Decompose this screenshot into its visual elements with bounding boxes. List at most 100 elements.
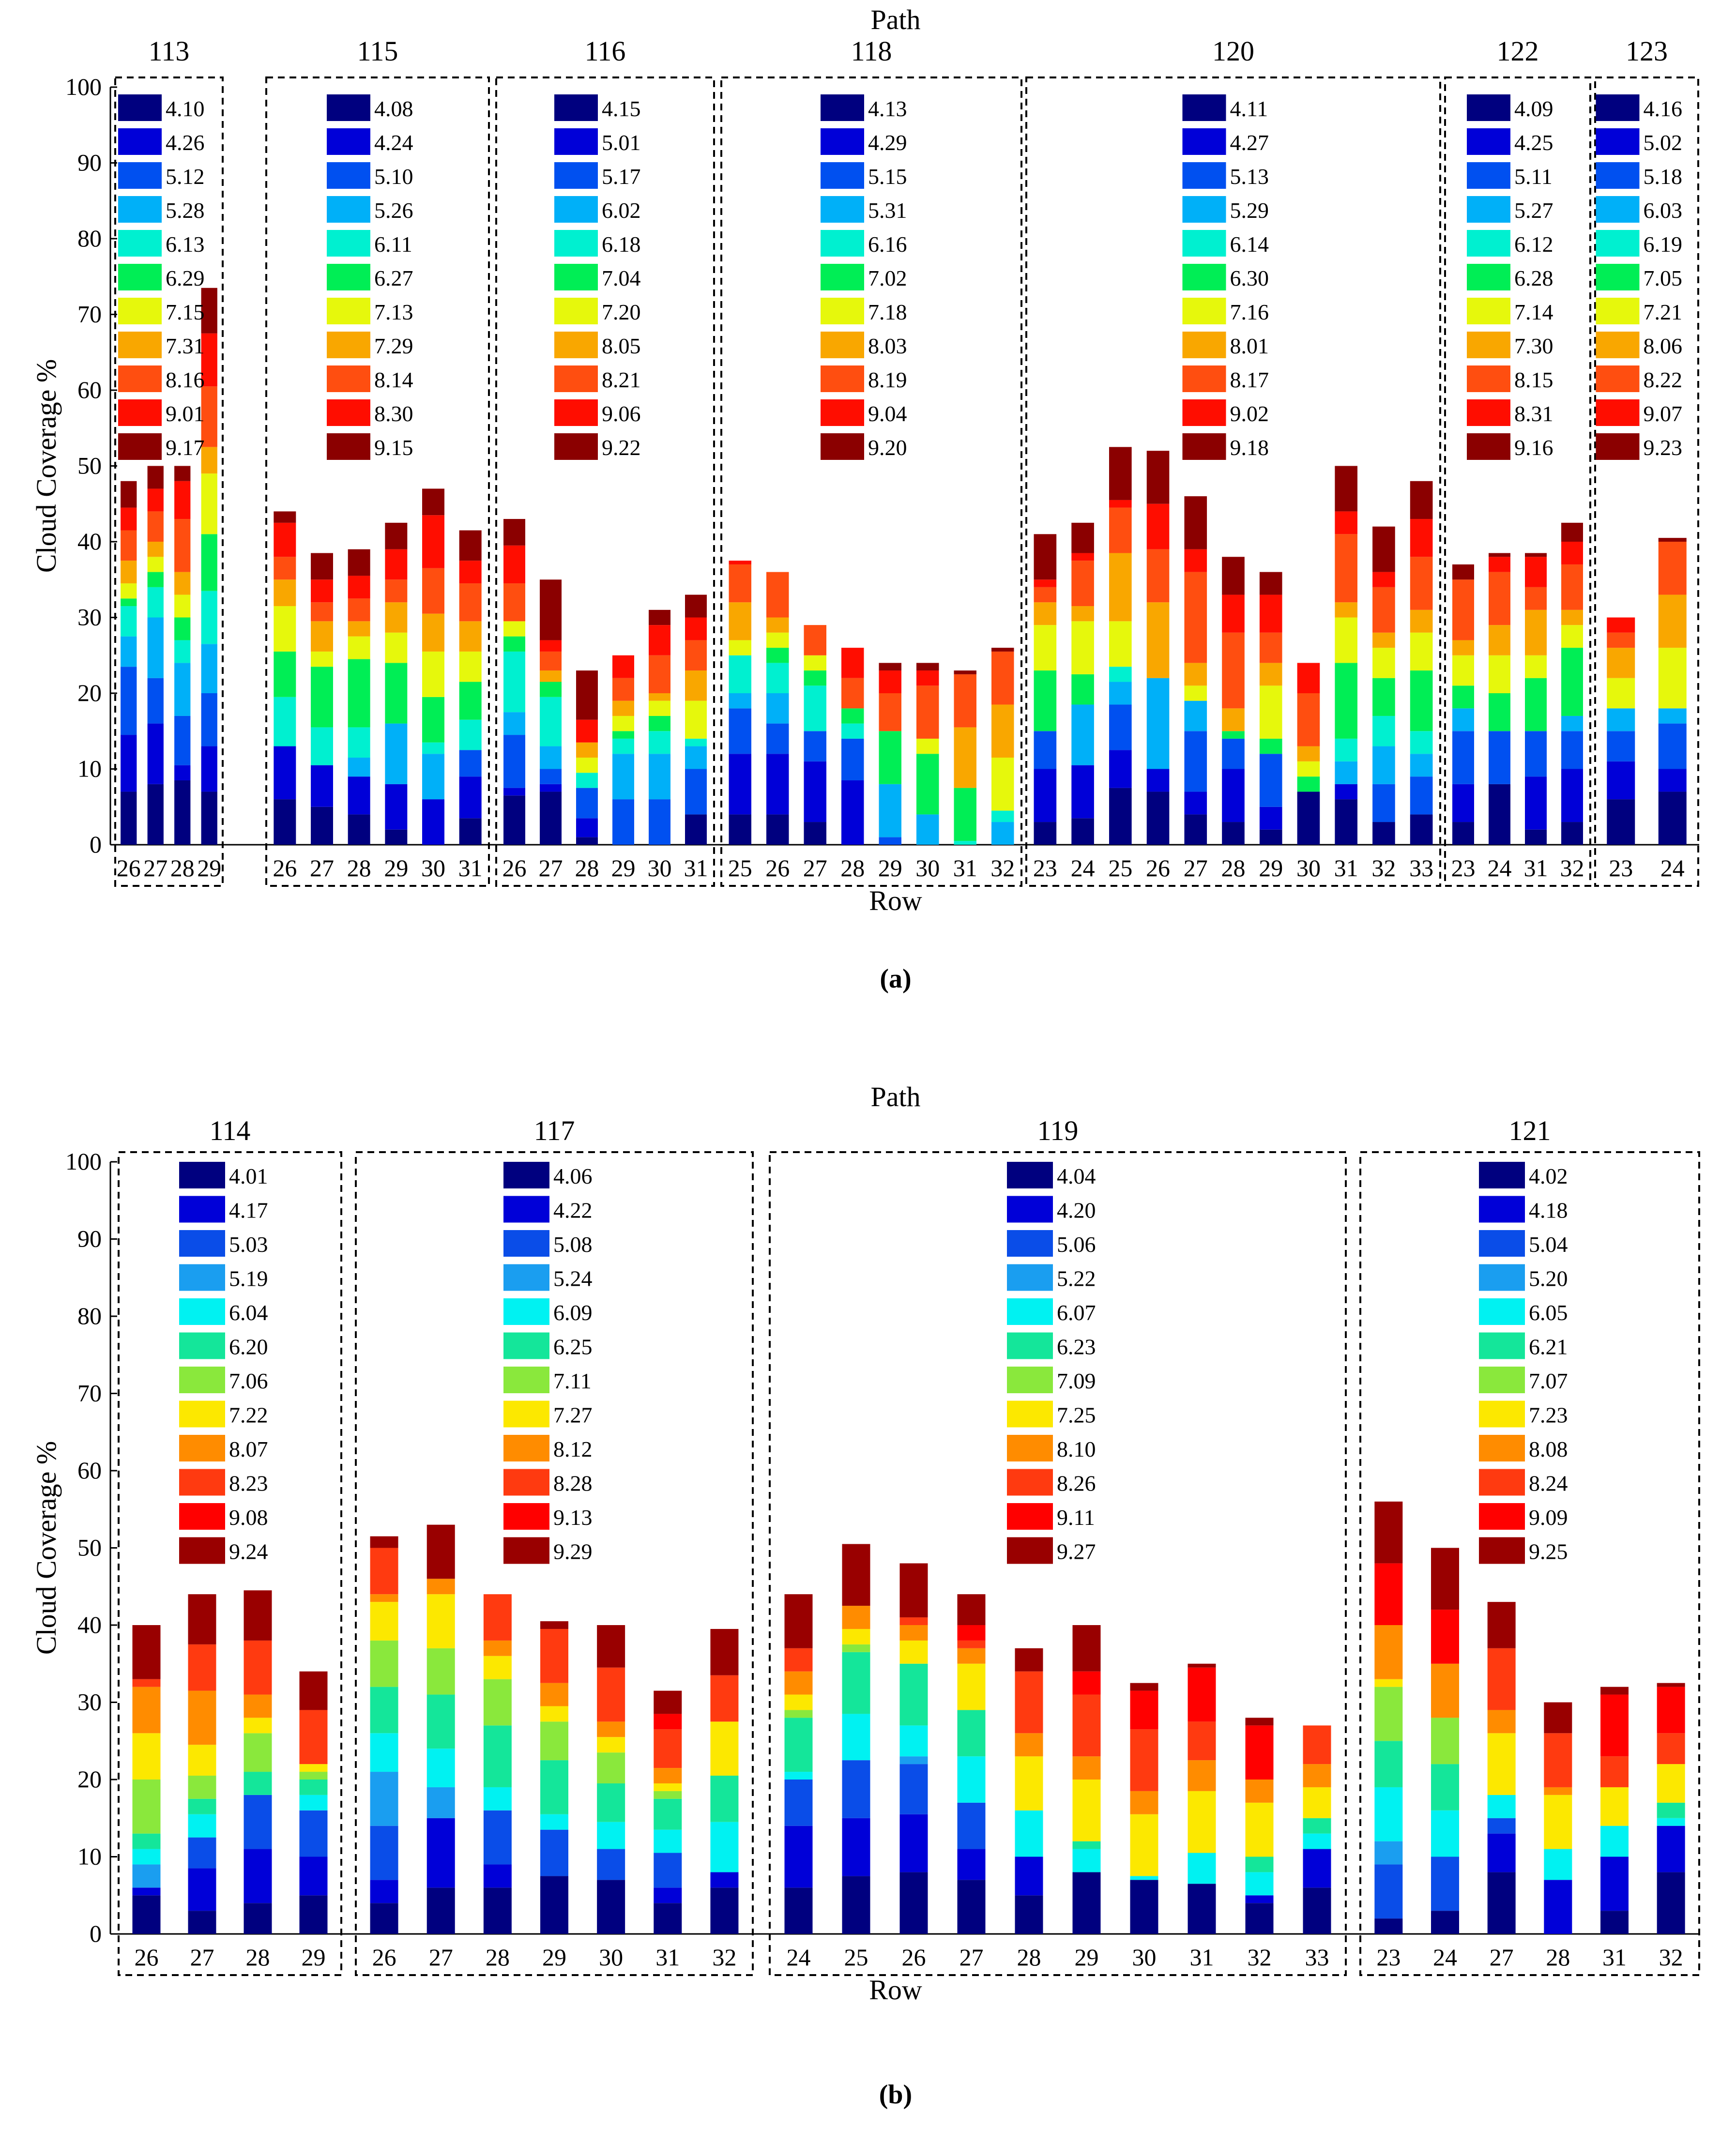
bar-segment <box>132 1625 161 1679</box>
legend-label: 7.25 <box>1057 1403 1096 1428</box>
bar-segment <box>1489 553 1510 557</box>
y-tick-label: 10 <box>77 755 102 782</box>
legend-swatch <box>821 128 864 155</box>
legend-swatch <box>1007 1469 1053 1496</box>
bar-segment <box>370 1826 398 1880</box>
bar-segment <box>1374 1787 1403 1841</box>
bar-segment <box>957 1880 986 1934</box>
bar-segment <box>503 636 525 652</box>
y-tick-label: 60 <box>77 376 102 403</box>
bar-segment <box>1657 1687 1685 1734</box>
legend-swatch <box>503 1503 549 1530</box>
path-group-frame <box>769 1151 1347 1976</box>
bar-segment <box>1130 1880 1158 1934</box>
bar-segment <box>612 799 634 845</box>
bar-segment <box>1071 765 1094 819</box>
bar-segment <box>710 1776 739 1822</box>
bar-segment <box>483 1679 512 1726</box>
y-tick-label: 0 <box>90 1920 102 1947</box>
legend-label: 8.05 <box>602 334 641 358</box>
bar-segment <box>784 1594 813 1648</box>
bar-segment <box>1335 761 1357 784</box>
bar-segment <box>1297 791 1320 845</box>
legend-label: 9.16 <box>1514 435 1553 460</box>
legend-label: 6.25 <box>553 1335 593 1359</box>
legend-swatch <box>118 230 162 257</box>
legend-swatch <box>1596 264 1640 290</box>
bar-segment <box>1297 663 1320 693</box>
legend-swatch <box>327 196 370 223</box>
y-tick-label: 20 <box>77 1765 102 1793</box>
legend-swatch <box>821 196 864 223</box>
legend-swatch <box>503 1230 549 1257</box>
legend-swatch <box>1596 196 1640 223</box>
bar-segment <box>503 651 525 713</box>
y-axis-label: Cloud Coverage % <box>30 1441 62 1655</box>
y-tick-label: 30 <box>77 1689 102 1716</box>
bar-segment <box>370 1548 398 1595</box>
bar-segment <box>1487 1710 1516 1734</box>
bar-segment <box>804 761 826 822</box>
legend-label: 7.22 <box>229 1403 268 1428</box>
bar-segment <box>841 678 864 709</box>
bar-segment <box>1109 507 1132 553</box>
bar-segment <box>503 795 525 845</box>
legend-swatch <box>821 433 864 460</box>
bar-segment <box>766 632 789 648</box>
bar-segment <box>121 636 137 667</box>
bar-segment <box>540 682 562 697</box>
bar-segment <box>147 587 164 618</box>
bar-segment <box>1130 1683 1158 1691</box>
y-tick-label: 90 <box>77 149 102 176</box>
bar-segment <box>1544 1733 1572 1787</box>
legend-label: 6.02 <box>602 198 641 223</box>
legend-swatch <box>1479 1298 1525 1325</box>
legend-label: 6.27 <box>374 266 413 290</box>
legend-label: 6.16 <box>868 232 907 257</box>
legend-label: 9.22 <box>602 435 641 460</box>
bar-segment <box>597 1880 625 1934</box>
legend-swatch <box>1007 1435 1053 1461</box>
row-tick-label: 32 <box>1248 1944 1272 1971</box>
bar-segment <box>1245 1903 1274 1934</box>
row-tick-label: 32 <box>990 854 1015 882</box>
legend-swatch <box>1479 1230 1525 1257</box>
bar-segment <box>1410 814 1433 845</box>
bar-segment <box>1034 822 1057 845</box>
bar-segment <box>274 651 296 697</box>
bar-segment <box>1372 587 1395 633</box>
row-tick-label: 27 <box>1490 1944 1514 1971</box>
bar-segment <box>1600 1694 1629 1757</box>
bar-segment <box>188 1745 216 1776</box>
bar-segment <box>991 648 1014 652</box>
legend-label: 5.12 <box>166 164 205 189</box>
legend-label: 4.04 <box>1057 1164 1096 1188</box>
bar-segment <box>1109 667 1132 682</box>
legend-label: 6.09 <box>553 1300 593 1325</box>
bar-segment <box>612 655 634 678</box>
path-group-frame <box>355 1151 754 1976</box>
bar-segment <box>1489 655 1510 693</box>
bar-segment <box>1222 708 1245 731</box>
bar-segment <box>132 1733 161 1780</box>
bar-segment <box>385 663 408 724</box>
bar-segment <box>426 1524 455 1579</box>
legend-label: 4.06 <box>553 1164 593 1188</box>
legend-label: 4.20 <box>1057 1198 1096 1223</box>
legend-swatch <box>1479 1503 1525 1530</box>
bar-segment <box>1525 557 1547 587</box>
bar-segment <box>841 648 864 678</box>
bar-segment <box>1525 587 1547 610</box>
bar-segment <box>1372 715 1395 746</box>
bar-segment <box>1071 522 1094 553</box>
bar-segment <box>201 386 217 447</box>
bar-segment <box>1410 632 1433 671</box>
bar-segment <box>1607 617 1635 633</box>
legend-label: 9.04 <box>868 401 907 426</box>
bar-segment <box>1544 1849 1572 1880</box>
bar-segment <box>1015 1648 1043 1672</box>
row-tick-label: 31 <box>953 854 977 882</box>
bar-segment <box>1489 731 1510 784</box>
legend-swatch <box>554 264 598 290</box>
